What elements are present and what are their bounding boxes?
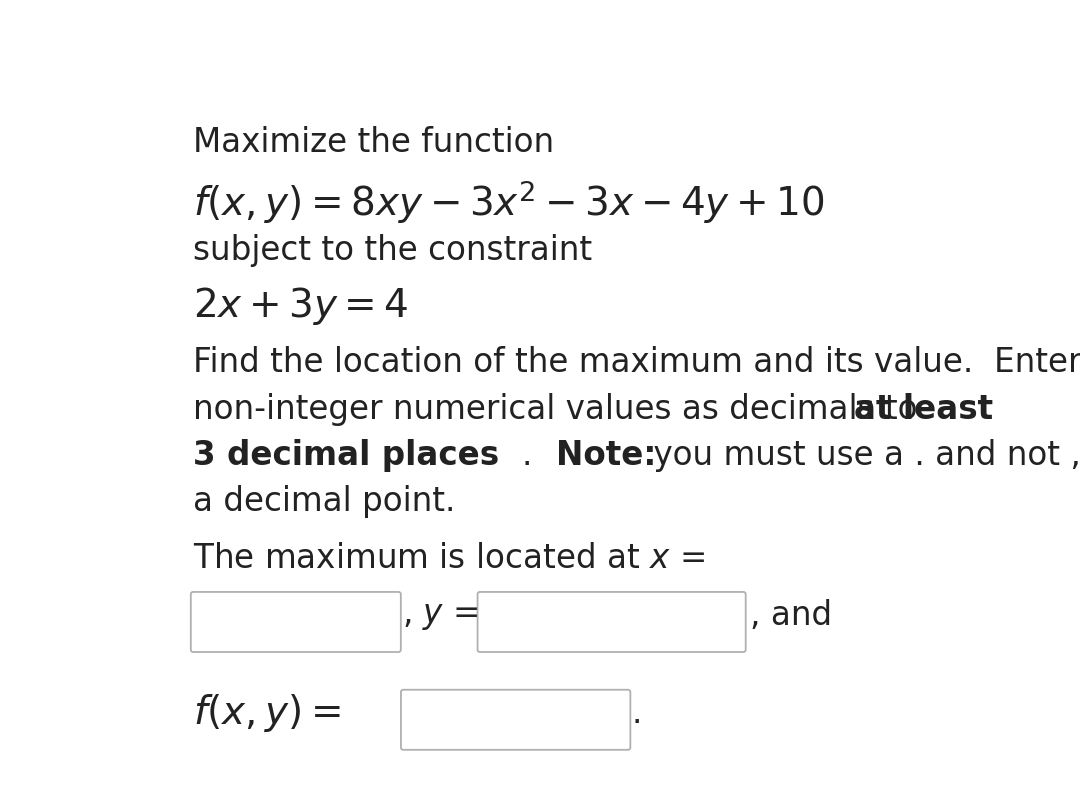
- Text: subject to the constraint: subject to the constraint: [193, 234, 592, 267]
- FancyBboxPatch shape: [477, 592, 745, 652]
- Text: Maximize the function: Maximize the function: [193, 126, 554, 159]
- Text: $f(x, y) = 8xy - 3x^2 - 3x - 4y + 10$: $f(x, y) = 8xy - 3x^2 - 3x - 4y + 10$: [193, 178, 825, 226]
- Text: .: .: [631, 696, 642, 730]
- Text: , $y$ =: , $y$ =: [403, 599, 478, 632]
- Text: non-integer numerical values as decimals to: non-integer numerical values as decimals…: [193, 392, 928, 425]
- Text: $f(x, y) =$: $f(x, y) =$: [193, 692, 341, 734]
- Text: The maximum is located at $x$ =: The maximum is located at $x$ =: [193, 541, 705, 575]
- Text: 3 decimal places: 3 decimal places: [193, 439, 499, 472]
- Text: , and: , and: [750, 599, 832, 632]
- Text: a decimal point.: a decimal point.: [193, 485, 456, 518]
- Text: at least: at least: [854, 392, 994, 425]
- FancyBboxPatch shape: [401, 690, 631, 750]
- Text: .: .: [522, 439, 542, 472]
- Text: $2x + 3y = 4$: $2x + 3y = 4$: [193, 285, 408, 327]
- FancyBboxPatch shape: [191, 592, 401, 652]
- Text: Note:: Note:: [555, 439, 656, 472]
- Text: you must use a . and not , for: you must use a . and not , for: [644, 439, 1080, 472]
- Text: Find the location of the maximum and its value.  Enter: Find the location of the maximum and its…: [193, 346, 1080, 379]
